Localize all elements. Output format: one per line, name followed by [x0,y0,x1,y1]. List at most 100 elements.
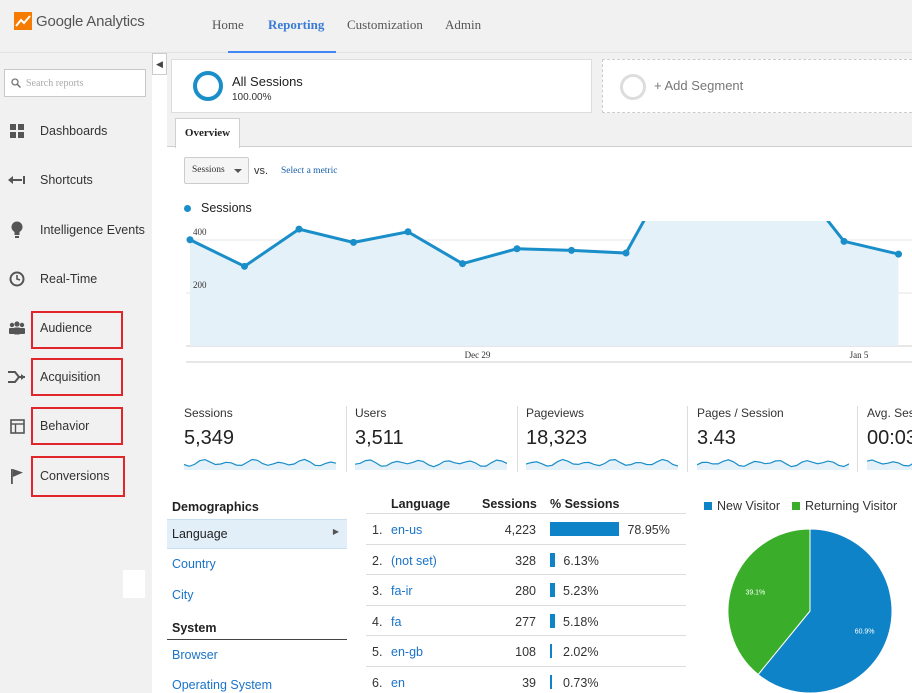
sparkline [355,459,507,470]
dimension-operating-system[interactable]: Operating System [172,678,273,692]
scorecard-value: 18,323 [526,427,588,449]
segment-bar: All Sessions 100.00% + Add Segment [167,53,912,117]
sparkline-area [355,460,507,470]
search-box[interactable] [4,69,146,97]
flag-icon [8,467,26,485]
add-segment-label: + Add Segment [654,78,744,93]
data-point[interactable] [513,245,521,253]
scorecard-divider [517,406,518,472]
table-row: 1. en-us 4,223 78.95% [366,513,686,543]
dimension-language[interactable]: Language ▶ [167,519,347,549]
top-bar: Google Analytics Home Reporting Customiz… [0,0,912,54]
dimension-label: Language [172,527,228,541]
dimension-browser[interactable]: Browser [172,648,218,662]
nav-tab-customization[interactable]: Customization [347,17,423,32]
sessions-value: 280 [515,584,536,598]
analytics-logo-icon [14,12,32,30]
search-input[interactable] [26,77,136,89]
pie-slice-returning-visitor[interactable] [727,528,811,676]
sidebar-item-behavior[interactable]: Behavior [0,411,152,441]
data-point[interactable] [568,246,575,254]
sparkline-line [184,458,336,467]
data-point[interactable] [622,249,630,257]
column-header-language: Language [391,497,451,511]
pct-value: 0.73% [563,675,599,690]
sidebar-item-label: Conversions [40,469,110,483]
segment-ring-icon [193,71,223,101]
data-point[interactable] [895,250,902,258]
y-tick-label: 200 [193,280,207,290]
highlight-box-conversions [31,456,125,497]
select-metric-link[interactable]: Select a metric [281,166,338,176]
scorecard-users[interactable]: Users 3,511 [355,406,515,476]
data-point[interactable] [186,236,194,244]
pct-value: 6.13% [563,553,599,568]
scorecard-pageviews[interactable]: Pageviews 18,323 [526,406,686,476]
data-point[interactable] [350,238,357,246]
column-header-pct-sessions: % Sessions [550,497,620,511]
demographics-heading: Demographics [172,500,259,514]
pct-bar [550,522,620,536]
sidebar-item-shortcuts[interactable]: Shortcuts [0,165,152,195]
chevron-left-icon: ◀ [156,59,163,69]
language-link[interactable]: en-gb [391,645,423,659]
sidebar-item-intelligence-events[interactable]: Intelligence Events [0,215,152,245]
dimension-city[interactable]: City [172,588,194,602]
x-tick-label: Jan 5 [850,350,869,360]
nav-tab-admin[interactable]: Admin [445,17,482,32]
sparkline [184,458,336,470]
sessions-chart: 400 200 Dec 29 Jan 5 [186,221,912,363]
nav-tab-reporting[interactable]: Reporting [268,17,325,32]
sidebar-item-dashboards[interactable]: Dashboards [0,116,152,146]
legend-label-new: New Visitor [717,499,780,513]
scorecard-sessions[interactable]: Sessions 5,349 [184,406,344,476]
highlight-box-behavior [31,407,123,445]
data-point[interactable] [404,228,412,236]
collapse-sidebar-button[interactable]: ◀ [152,53,167,75]
clock-icon [8,270,26,288]
language-link[interactable]: (not set) [391,553,437,568]
tab-overview[interactable]: Overview [175,118,240,148]
scorecard-value: 5,349 [184,427,235,449]
pct-bar [550,644,552,658]
data-point[interactable] [241,262,248,270]
row-number: 4. [372,614,383,629]
scorecard-avg-session-duration[interactable]: Avg. Session Duration 00:03:24 [867,406,912,476]
add-segment-button[interactable]: + Add Segment [602,59,912,113]
scorecard-value: 3.43 [697,427,736,449]
scorecard-pages-per-session[interactable]: Pages / Session 3.43 [697,406,857,476]
segment-all-sessions[interactable]: All Sessions 100.00% [171,59,592,113]
language-link[interactable]: fa-ir [391,584,413,598]
nav-tab-home[interactable]: Home [212,17,244,32]
sidebar-item-acquisition[interactable]: Acquisition [0,362,152,392]
main-content: All Sessions 100.00% + Add Segment Overv… [167,53,912,693]
pie-slice-new-visitor[interactable] [757,528,893,693]
sidebar-item-conversions[interactable]: Conversions [0,461,152,491]
sidebar-item-audience[interactable]: Audience [0,313,152,343]
row-number: 3. [372,584,383,598]
language-link[interactable]: fa [391,614,402,629]
feedback-tab[interactable] [123,570,145,598]
sidebar-item-real-time[interactable]: Real-Time [0,264,152,294]
data-point[interactable] [295,225,303,233]
data-point[interactable] [840,237,848,245]
table-row: 3. fa-ir 280 5.23% [366,574,686,604]
metric-select[interactable]: Sessions [184,157,249,184]
data-point[interactable] [459,260,466,268]
language-link[interactable]: en [391,675,405,690]
legend-label: Sessions [201,201,252,215]
legend-dot [184,204,191,212]
language-link[interactable]: en-us [391,523,423,537]
logo[interactable]: Google Analytics [14,12,145,30]
scorecard-label: Users [355,406,387,420]
acquisition-arrows-icon [8,368,26,386]
layout-icon [8,417,26,435]
scorecard-divider [687,406,688,472]
sparkline-line [526,458,678,467]
sparkline [697,459,849,470]
system-heading: System [172,621,217,635]
dimension-country[interactable]: Country [172,557,216,571]
table-row: 6. en 39 0.73% [366,665,686,693]
pie-slice-label: 60.9% [855,628,875,635]
pct-value: 78.95% [627,523,670,537]
